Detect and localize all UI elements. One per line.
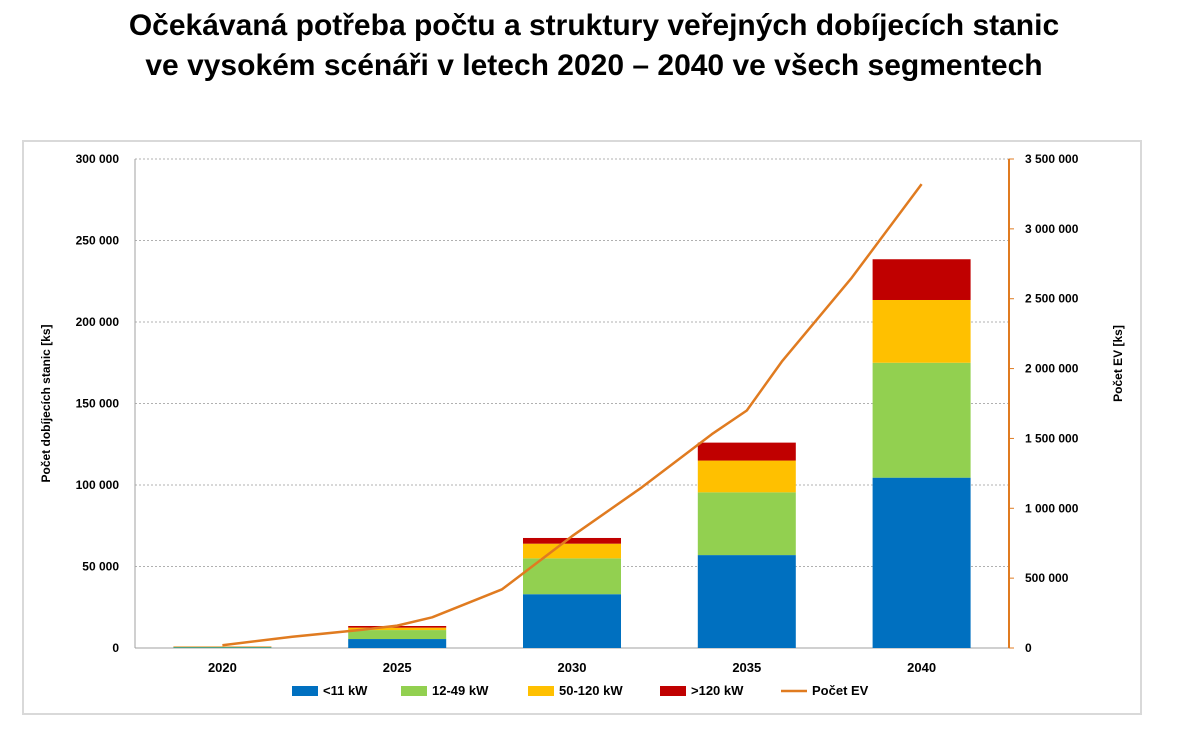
bar-segment	[697, 460, 796, 493]
bar-segment	[348, 630, 447, 640]
y-right-tick-label: 1 500 000	[1025, 431, 1079, 445]
x-tick-label: 2030	[558, 660, 587, 675]
bar-segment	[523, 543, 621, 559]
bar-segment	[697, 555, 796, 648]
y-tick-label: 100 000	[76, 478, 120, 492]
y-tick-label: 50 000	[82, 560, 119, 574]
legend-label: 12-49 kW	[432, 683, 489, 698]
bar-segment	[523, 594, 621, 648]
y-tick-label: 150 000	[76, 397, 120, 411]
bar-segment	[872, 259, 971, 300]
bar-segment	[348, 639, 447, 648]
line-series-pocet-ev	[222, 183, 923, 647]
bar-segment	[348, 627, 447, 631]
chart-title: Očekávaná potřeba počtu a struktury veře…	[0, 6, 1188, 86]
bar-segment	[173, 646, 272, 648]
x-tick-label: 2020	[208, 660, 237, 675]
title-line-2: ve vysokém scénáři v letech 2020 – 2040 …	[145, 49, 1043, 82]
bar-segment	[872, 299, 971, 363]
y-tick-label: 0	[112, 641, 119, 655]
y-right-axis-label: Počet EV [ks]	[1111, 325, 1125, 402]
y-right-tick-label: 2 500 000	[1025, 292, 1079, 306]
legend-label: Počet EV	[812, 683, 869, 698]
chart: 0 50 000 100 000 150 000 200 000 250 000 300 0…	[39, 152, 1125, 698]
bar-segment	[523, 558, 621, 595]
y-right-tick-label: 0	[1025, 641, 1032, 655]
bar-segment	[697, 492, 796, 556]
bar-segment	[872, 362, 971, 478]
y-tick-label: 250 000	[76, 234, 120, 248]
y-right-tick-label: 2 000 000	[1025, 362, 1079, 376]
legend-swatch	[292, 686, 318, 696]
bar-segment	[872, 477, 971, 648]
y-tick-label: 300 000	[76, 152, 120, 166]
y-right-tick-label: 1 000 000	[1025, 501, 1079, 515]
legend-swatch	[401, 686, 427, 696]
y-axis-label: Počet dobíjecích stanic [ks]	[39, 324, 53, 482]
x-tick-label: 2040	[907, 660, 936, 675]
legend-swatch	[528, 686, 554, 696]
y-right-tick-label: 500 000	[1025, 571, 1069, 585]
x-tick-label: 2035	[732, 660, 761, 675]
bar-segment	[523, 537, 621, 544]
legend-label: 50-120 kW	[559, 683, 623, 698]
title-line-1: Očekávaná potřeba počtu a struktury veře…	[128, 9, 1060, 42]
y-right-tick-label: 3 000 000	[1025, 222, 1079, 236]
legend-label: >120 kW	[691, 683, 744, 698]
legend-label: <11 kW	[323, 683, 368, 698]
bar-segment	[697, 442, 796, 461]
y-right-tick-label: 3 500 000	[1025, 152, 1079, 166]
legend-swatch	[660, 686, 686, 696]
y-tick-label: 200 000	[76, 315, 120, 329]
chart-frame: 0 50 000 100 000 150 000 200 000 250 000 300 0…	[22, 140, 1142, 715]
x-tick-label: 2025	[383, 660, 412, 675]
